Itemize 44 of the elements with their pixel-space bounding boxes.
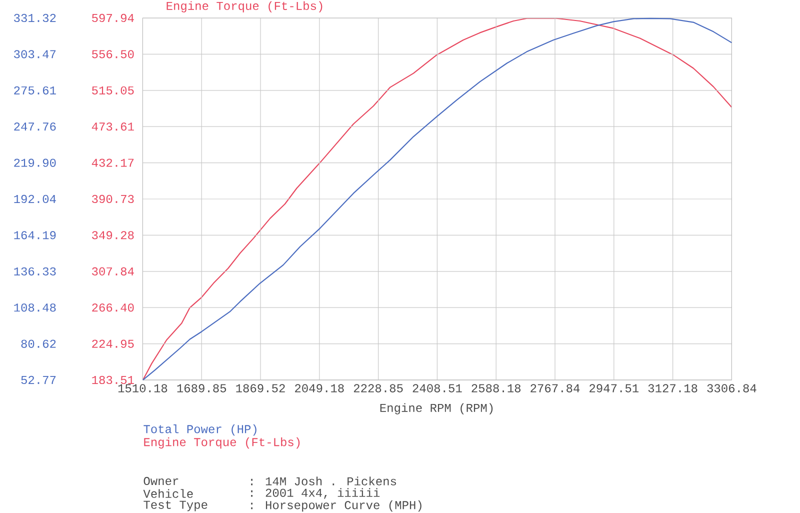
- x-tick-label: 1869.52: [236, 384, 285, 392]
- y-tick-label: 52.77: [21, 376, 56, 384]
- x-tick-label: 3306.84: [707, 384, 756, 392]
- y-tick-label: 219.90: [14, 158, 56, 167]
- text: Total Power (HP): [144, 424, 256, 436]
- y-tick-label: 247.76: [14, 122, 56, 131]
- x-tick-label: 1510.18: [118, 384, 168, 392]
- x-tick-label: 3127.18: [648, 384, 698, 392]
- y2-tick-label: 432.17: [92, 158, 134, 167]
- y2-tick-label: 349.28: [92, 231, 134, 240]
- text: Owner: [144, 476, 178, 486]
- y2-tick-label: 473.61: [92, 122, 134, 131]
- text: Test Type: [144, 500, 208, 512]
- y2-tick-label: 597.94: [92, 14, 134, 22]
- y-tick-label: 192.04: [14, 194, 56, 204]
- text: : 14M Josh . Pickens: [251, 476, 396, 486]
- x-tick-label: 1689.85: [177, 384, 226, 392]
- x-axis-title: Engine RPM (RPM): [380, 403, 493, 414]
- y2-tick-label: 266.40: [92, 304, 134, 312]
- y2-tick-label: 390.73: [92, 194, 134, 204]
- y2-tick-label: 224.95: [92, 340, 134, 348]
- x-tick-label: 2228.85: [354, 384, 403, 392]
- y-tick-label: 80.62: [21, 340, 56, 348]
- x-tick-label: 2947.51: [590, 384, 639, 392]
- line-series: [142, 18, 732, 380]
- y-tick-label: 108.48: [14, 304, 56, 312]
- text: Vehicle: [143, 489, 193, 498]
- text: Engine Torque (Ft-Lbs): [144, 437, 300, 449]
- y2-tick-label: 556.50: [92, 50, 134, 58]
- x-tick-label: 2588.18: [472, 384, 521, 392]
- y2-tick-label: 183.51: [92, 376, 134, 384]
- y-tick-label: 164.19: [14, 231, 56, 240]
- y2-axis-title: Engine Torque (Ft-Lbs): [166, 1, 322, 12]
- y-tick-label: 331.32: [14, 14, 56, 22]
- y-tick-label: 136.33: [14, 267, 56, 276]
- x-tick-label: 2767.84: [530, 384, 580, 392]
- y-tick-label: 303.47: [14, 50, 56, 58]
- text: : Horsepower Curve (MPH): [251, 500, 422, 512]
- y2-tick-label: 307.84: [92, 267, 134, 276]
- x-tick-label: 2408.51: [412, 384, 462, 392]
- x-tick-label: 2049.18: [295, 384, 344, 392]
- text: : 2001 4x4, iiiiii: [251, 488, 380, 499]
- y2-tick-label: 515.05: [92, 86, 134, 94]
- y-tick-label: 275.61: [14, 86, 56, 94]
